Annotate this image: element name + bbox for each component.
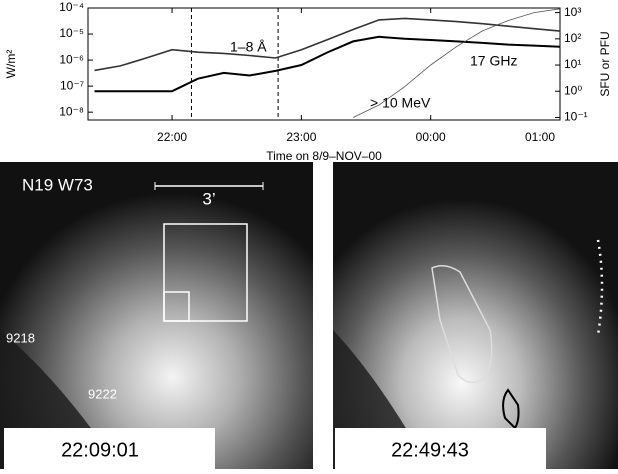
x-axis-label: Time on 8/9–NOV–00 bbox=[266, 149, 382, 163]
y-tick-label: 10⁻⁴ bbox=[59, 0, 84, 14]
time-series-plot: W/m² SFU or PFU Time on 8/9–NOV–00 22:00… bbox=[4, 0, 612, 163]
scale-label: 3’ bbox=[202, 189, 215, 208]
x-tick-label: 00:00 bbox=[416, 130, 446, 144]
y2-tick-label: 10⁻¹ bbox=[564, 110, 588, 124]
series-line bbox=[94, 17, 561, 72]
contour bbox=[431, 265, 493, 384]
series-label: 1–8 Å bbox=[230, 39, 267, 55]
y2-tick-label: 10⁰ bbox=[564, 83, 582, 97]
y2-axis-label: SFU or PFU bbox=[598, 31, 612, 96]
y-tick-label: 10⁻⁵ bbox=[59, 26, 84, 40]
y-axis-label: W/m² bbox=[4, 50, 18, 79]
time-box bbox=[335, 428, 546, 469]
series-line bbox=[94, 35, 561, 93]
y2-tick-label: 10¹ bbox=[564, 57, 581, 71]
location-label: N19 W73 bbox=[22, 175, 93, 194]
y2-tick-label: 10² bbox=[564, 31, 581, 45]
left-image-panel: N19 W73 3’ 9218 9222 22:09:01 bbox=[0, 162, 313, 469]
y-tick-label: 10⁻⁷ bbox=[60, 78, 84, 92]
image-time: 22:09:01 bbox=[61, 439, 139, 461]
x-tick-label: 01:00 bbox=[525, 130, 555, 144]
y-tick-label: 10⁻⁶ bbox=[59, 52, 84, 66]
region-label: 9218 bbox=[6, 330, 35, 345]
front-trace bbox=[596, 239, 604, 336]
plot-frame bbox=[87, 7, 561, 121]
small-box bbox=[163, 291, 190, 322]
y2-tick-label: 10³ bbox=[564, 5, 581, 19]
time-box bbox=[4, 428, 215, 469]
x-tick-label: 22:00 bbox=[157, 130, 187, 144]
zoom-box bbox=[163, 223, 248, 322]
series-label: 17 GHz bbox=[470, 53, 517, 69]
region-label: 9222 bbox=[88, 386, 117, 401]
y-tick-label: 10⁻⁸ bbox=[59, 104, 84, 118]
series-label: > 10 MeV bbox=[370, 95, 431, 111]
image-time: 22:49:43 bbox=[391, 439, 469, 461]
x-tick-label: 23:00 bbox=[286, 130, 316, 144]
right-image-panel: 22:49:43 bbox=[333, 162, 618, 469]
series-line bbox=[352, 8, 561, 118]
